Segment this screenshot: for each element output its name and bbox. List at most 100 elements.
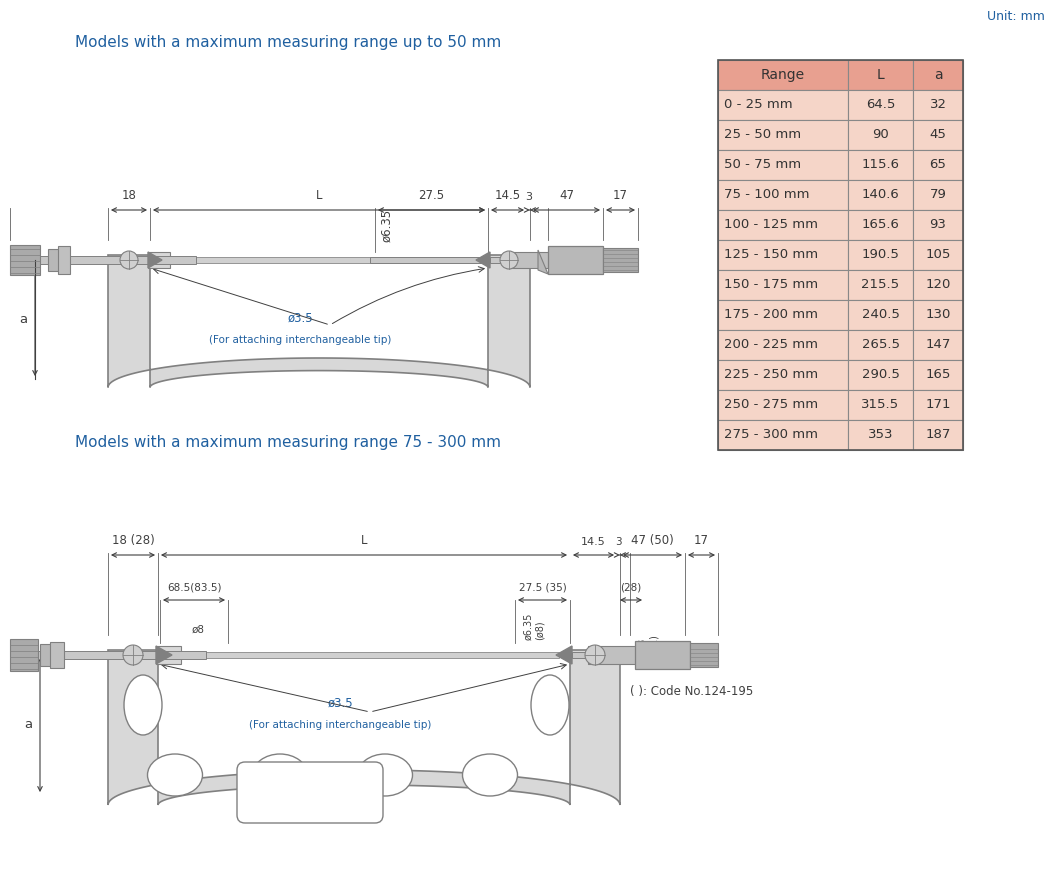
Text: Models with a maximum measuring range up to 50 mm: Models with a maximum measuring range up… bbox=[75, 35, 501, 50]
Polygon shape bbox=[148, 252, 162, 268]
Bar bbox=[718, 60, 963, 450]
Bar bbox=[9, 639, 38, 671]
Text: 18 (28): 18 (28) bbox=[112, 534, 154, 547]
Text: 130: 130 bbox=[925, 309, 951, 321]
Bar bbox=[40, 644, 58, 666]
Ellipse shape bbox=[462, 754, 518, 796]
Text: 120: 120 bbox=[925, 279, 951, 292]
Bar bbox=[718, 330, 848, 360]
Bar bbox=[718, 120, 848, 150]
Text: Unit: mm: Unit: mm bbox=[987, 10, 1046, 23]
Text: 50 - 75 mm: 50 - 75 mm bbox=[724, 158, 801, 172]
Text: 18: 18 bbox=[121, 189, 136, 202]
Bar bbox=[913, 210, 963, 240]
Bar bbox=[172, 257, 476, 263]
Bar bbox=[913, 60, 963, 90]
Bar bbox=[718, 240, 848, 270]
Polygon shape bbox=[538, 250, 548, 274]
Polygon shape bbox=[156, 646, 172, 664]
Bar bbox=[718, 390, 848, 420]
Bar bbox=[848, 60, 913, 90]
Bar bbox=[913, 120, 963, 150]
Bar bbox=[913, 270, 963, 300]
Text: 190.5: 190.5 bbox=[862, 248, 900, 262]
Bar bbox=[718, 270, 848, 300]
Text: ø8: ø8 bbox=[192, 625, 205, 635]
Text: ø6.35: ø6.35 bbox=[380, 209, 394, 242]
Text: 3: 3 bbox=[525, 192, 532, 202]
Bar bbox=[848, 90, 913, 120]
Circle shape bbox=[586, 645, 605, 665]
Text: a: a bbox=[19, 313, 27, 326]
Text: 147: 147 bbox=[925, 338, 951, 352]
Bar bbox=[718, 300, 848, 330]
Ellipse shape bbox=[148, 754, 203, 796]
Circle shape bbox=[500, 251, 518, 269]
Text: ø18: ø18 bbox=[550, 245, 560, 265]
Text: L: L bbox=[315, 189, 322, 202]
Bar bbox=[848, 300, 913, 330]
Text: 75 - 100 mm: 75 - 100 mm bbox=[724, 189, 809, 201]
Bar bbox=[548, 246, 603, 274]
Text: 47: 47 bbox=[559, 189, 574, 202]
Bar bbox=[588, 646, 642, 664]
Text: Range: Range bbox=[761, 68, 805, 82]
Bar bbox=[148, 252, 170, 268]
Bar bbox=[156, 646, 181, 664]
Text: 353: 353 bbox=[868, 428, 894, 441]
Text: 215.5: 215.5 bbox=[862, 279, 900, 292]
Text: 100 - 125 mm: 100 - 125 mm bbox=[724, 219, 818, 231]
Bar bbox=[848, 150, 913, 180]
Text: 265.5: 265.5 bbox=[862, 338, 900, 352]
Text: 165: 165 bbox=[925, 368, 951, 382]
Ellipse shape bbox=[531, 675, 569, 735]
Bar bbox=[718, 60, 848, 90]
Bar bbox=[718, 360, 848, 390]
Text: 93: 93 bbox=[929, 219, 946, 231]
Bar bbox=[47, 249, 66, 271]
Bar bbox=[490, 257, 570, 263]
Bar bbox=[28, 256, 196, 264]
Text: L: L bbox=[361, 534, 367, 547]
Bar bbox=[370, 257, 488, 263]
Bar bbox=[572, 652, 652, 658]
Text: 165.6: 165.6 bbox=[862, 219, 900, 231]
Text: Models with a maximum measuring range 75 - 300 mm: Models with a maximum measuring range 75… bbox=[75, 435, 501, 450]
Text: 14.5: 14.5 bbox=[495, 189, 520, 202]
Bar bbox=[506, 252, 556, 268]
Bar bbox=[848, 270, 913, 300]
Text: 47 (50): 47 (50) bbox=[631, 534, 674, 547]
Polygon shape bbox=[108, 650, 620, 805]
Text: L: L bbox=[877, 68, 884, 82]
Text: ( ): Code No.124-195: ( ): Code No.124-195 bbox=[630, 685, 753, 698]
Text: a: a bbox=[24, 718, 32, 732]
Bar bbox=[848, 390, 913, 420]
Bar bbox=[913, 240, 963, 270]
Bar bbox=[718, 180, 848, 210]
Text: ø3.5: ø3.5 bbox=[287, 312, 313, 325]
Text: ø3.5: ø3.5 bbox=[327, 697, 352, 710]
Text: 140.6: 140.6 bbox=[862, 189, 899, 201]
Bar bbox=[848, 360, 913, 390]
Bar bbox=[635, 641, 690, 669]
Bar bbox=[50, 642, 64, 668]
Text: 115.6: 115.6 bbox=[862, 158, 900, 172]
Bar bbox=[913, 330, 963, 360]
Text: 105: 105 bbox=[925, 248, 951, 262]
Bar bbox=[913, 150, 963, 180]
Text: 64.5: 64.5 bbox=[866, 99, 896, 111]
Text: 171: 171 bbox=[925, 399, 951, 411]
Bar bbox=[913, 180, 963, 210]
Bar bbox=[848, 420, 913, 450]
Text: (For attaching interchangeable tip): (For attaching interchangeable tip) bbox=[209, 335, 391, 345]
Bar bbox=[913, 420, 963, 450]
Bar bbox=[913, 300, 963, 330]
Text: 27.5: 27.5 bbox=[419, 189, 444, 202]
Text: (28): (28) bbox=[620, 582, 641, 592]
Circle shape bbox=[123, 645, 143, 665]
Ellipse shape bbox=[252, 754, 307, 796]
FancyBboxPatch shape bbox=[237, 762, 383, 823]
Bar bbox=[848, 240, 913, 270]
Bar bbox=[848, 120, 913, 150]
Text: 290.5: 290.5 bbox=[862, 368, 900, 382]
